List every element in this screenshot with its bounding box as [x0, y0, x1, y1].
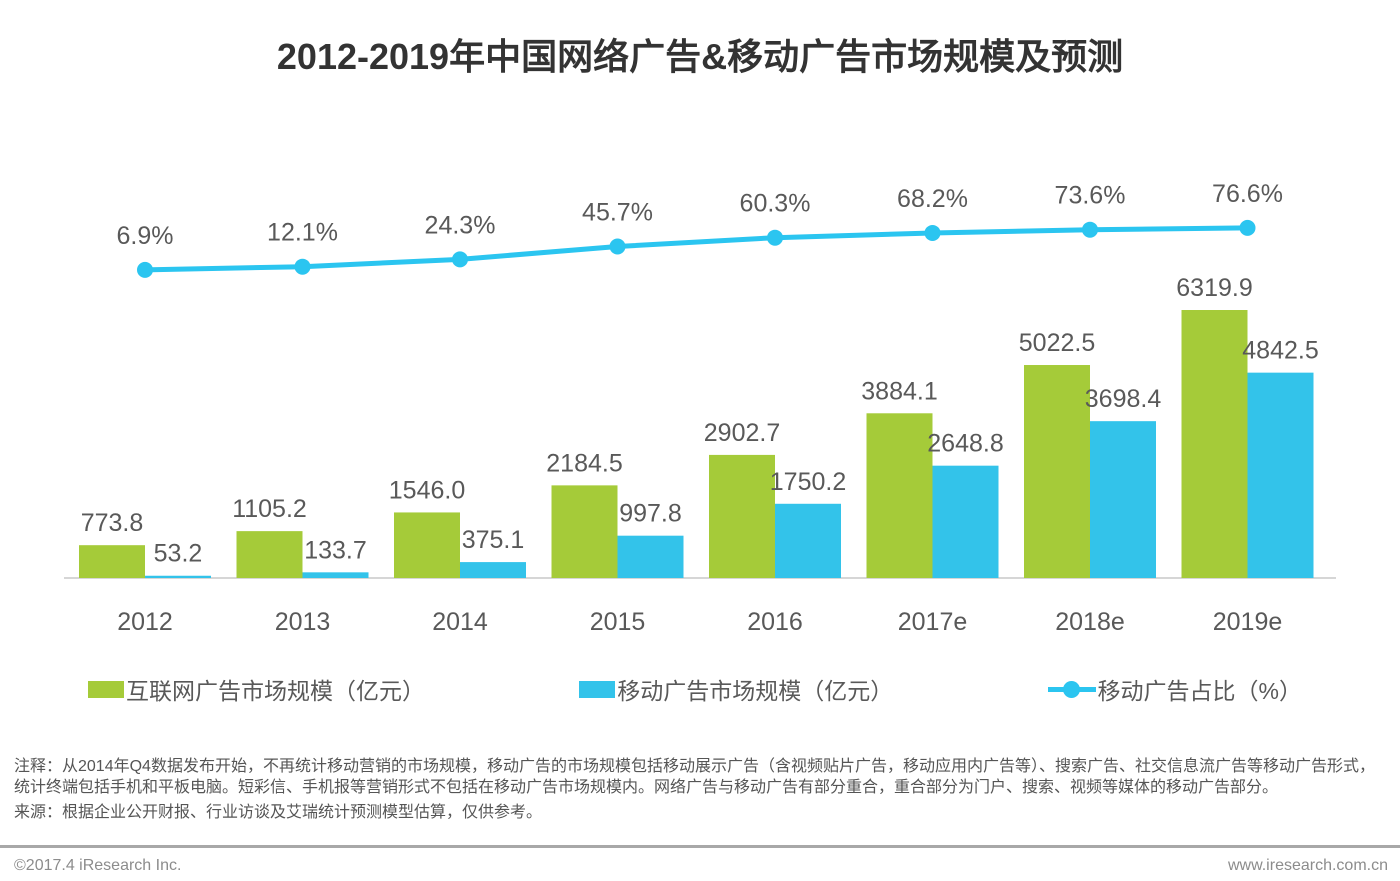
pct-label-2017e: 68.2%: [897, 185, 968, 213]
mobile-bar-swatch-icon: [579, 680, 616, 698]
x-axis-label-2018e: 2018e: [1055, 608, 1125, 636]
legend-item-mobile-ads: 移动广告市场规模（亿元）: [579, 672, 893, 706]
pct-label-2019e: 76.6%: [1212, 180, 1283, 208]
bar-internet-2018e: [1024, 365, 1090, 578]
x-axis-label-2017e: 2017e: [898, 608, 968, 636]
bar-mobile-2018e: [1090, 421, 1156, 578]
combo-chart: 773.8 53.2 2012 1105.2 133.7 2013 1546.0 375.1 2…: [64, 180, 1336, 636]
bar-mobile-2015: [617, 535, 684, 578]
x-axis-label-2012: 2012: [117, 608, 173, 636]
line-point-2013: [294, 258, 311, 275]
pct-label-2014: 24.3%: [425, 211, 496, 239]
bar-internet-2019e: [1181, 310, 1248, 578]
x-axis-label-2016: 2016: [747, 608, 803, 636]
footnotes: 注释：从2014年Q4数据发布开始，不再统计移动营销的市场规模，移动广告的市场规…: [14, 756, 1388, 823]
bar-mobile-2014: [460, 562, 526, 578]
value-label-mobile-2016: 1750.2: [770, 468, 846, 496]
line-point-2017e: [924, 224, 941, 241]
bar-internet-2016: [709, 454, 775, 578]
x-axis-label-2014: 2014: [432, 608, 488, 636]
legend-label-mobile-ads: 移动广告市场规模（亿元）: [617, 678, 894, 704]
legend: 互联网广告市场规模（亿元） 移动广告市场规模（亿元） 移动广告占比（%）: [88, 672, 1302, 706]
value-label-internet-2015: 2184.5: [546, 449, 622, 477]
footer-website: www.iresearch.com.cn: [1227, 857, 1388, 874]
line-point-2015: [609, 238, 626, 255]
mobile-share-line: [144, 225, 1248, 273]
line-point-2018e: [1082, 221, 1098, 238]
value-label-mobile-2017e: 2648.8: [927, 430, 1003, 458]
line-point-2019e: [1239, 219, 1256, 236]
line-point-2012: [137, 261, 153, 278]
x-axis-label-2019e: 2019e: [1213, 608, 1283, 636]
footer-copyright: ©2017.4 iResearch Inc.: [14, 857, 182, 874]
bar-internet-2015: [551, 485, 618, 578]
footer-divider: [0, 845, 1400, 848]
pct-label-2012: 6.9%: [117, 222, 174, 250]
chart-title: 2012-2019年中国网络广告&移动广告市场规模及预测: [276, 36, 1124, 77]
internet-bar-swatch-icon: [88, 680, 124, 698]
bar-internet-2017e: [866, 413, 933, 578]
pct-label-2013: 12.1%: [267, 219, 338, 247]
bar-internet-2013: [236, 531, 303, 578]
bar-mobile-2013: [302, 572, 369, 578]
legend-item-mobile-share: 移动广告占比（%）: [1047, 672, 1302, 706]
legend-item-internet-ads: 互联网广告市场规模（亿元）: [88, 672, 425, 706]
value-label-mobile-2019e: 4842.5: [1242, 337, 1318, 365]
x-axis-label-2013: 2013: [275, 608, 331, 636]
value-label-mobile-2013: 133.7: [304, 536, 367, 564]
legend-label-internet-ads: 互联网广告市场规模（亿元）: [126, 678, 425, 704]
pct-label-2018e: 73.6%: [1055, 182, 1126, 210]
legend-label-mobile-share: 移动广告占比（%）: [1097, 678, 1302, 704]
bar-mobile-2017e: [932, 465, 999, 578]
line-point-2014: [452, 251, 468, 268]
pct-label-2016: 60.3%: [740, 190, 811, 218]
annotation-text: 注释：从2014年Q4数据发布开始，不再统计移动营销的市场规模，移动广告的市场规…: [14, 758, 1375, 797]
value-label-internet-2013: 1105.2: [232, 495, 307, 523]
value-label-mobile-2014: 375.1: [462, 526, 525, 554]
value-label-internet-2018e: 5022.5: [1019, 329, 1095, 357]
value-label-internet-2019e: 6319.9: [1176, 274, 1252, 302]
value-label-internet-2016: 2902.7: [704, 419, 780, 447]
x-axis-label-2015: 2015: [590, 608, 646, 636]
bar-internet-2012: [79, 545, 145, 578]
line-dot-icon: [1062, 680, 1080, 698]
bar-internet-2014: [394, 512, 460, 578]
value-label-internet-2012: 773.8: [81, 509, 144, 537]
pct-label-2015: 45.7%: [582, 198, 653, 226]
footer: ©2017.4 iResearch Inc. www.iresearch.com…: [14, 857, 1388, 875]
value-label-mobile-2015: 997.8: [619, 500, 682, 528]
value-label-mobile-2012: 53.2: [154, 540, 203, 568]
bar-mobile-2012: [145, 575, 211, 578]
bar-mobile-2016: [775, 503, 841, 578]
value-label-internet-2014: 1546.0: [389, 476, 465, 504]
source-text: 来源：根据企业公开财报、行业访谈及艾瑞统计预测模型估算，仅供参考。: [14, 803, 543, 821]
line-point-2016: [767, 229, 783, 246]
value-label-mobile-2018e: 3698.4: [1085, 385, 1162, 413]
line-marker-icon: [1047, 680, 1096, 698]
value-label-internet-2017e: 3884.1: [861, 377, 937, 405]
bar-mobile-2019e: [1247, 372, 1314, 578]
